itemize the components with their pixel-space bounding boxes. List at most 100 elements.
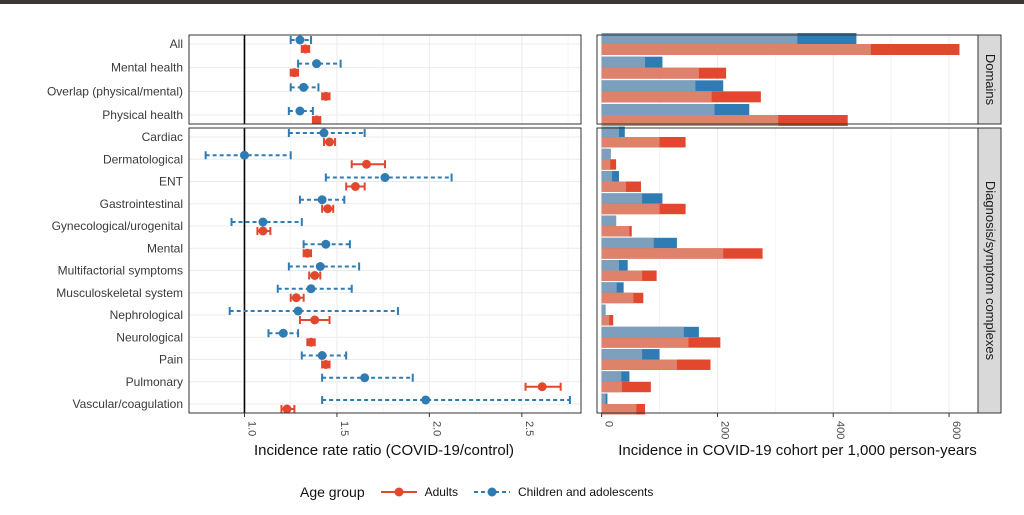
bar-adults-control — [601, 359, 677, 370]
bar-group-gastrointestinal — [601, 193, 686, 215]
point-estimate — [282, 404, 292, 414]
bar-tick-label: 200 — [718, 421, 730, 439]
bar-group-multifactorial-symptoms — [601, 260, 657, 281]
point-estimate — [323, 204, 333, 214]
adult-estimate-ent — [345, 182, 366, 191]
point-estimate — [295, 35, 305, 45]
child-estimate-overlap-physical-mental — [289, 82, 320, 92]
legend-adults-symbol — [380, 487, 417, 497]
facet-label-diagnosis-symptom-complexes: Diagnosis/symptom complexes — [983, 181, 998, 361]
legend-children-label: Children and adolescents — [517, 485, 654, 499]
bar-group-nephrological — [601, 304, 614, 326]
bar-adults-control — [601, 226, 630, 237]
point-estimate — [302, 248, 312, 258]
point-estimate — [421, 395, 431, 405]
point-estimate — [350, 182, 360, 191]
child-estimate-mental — [302, 239, 351, 249]
bar-children-control — [601, 148, 611, 160]
point-estimate — [321, 360, 331, 369]
bar-children-control — [601, 171, 613, 182]
adult-estimate-musculoskeletal-system — [289, 293, 305, 303]
category-label-gynecological-urogenital: Gynecological/urogenital — [52, 219, 183, 233]
category-label-ent: ENT — [159, 175, 184, 189]
category-label-dermatological: Dermatological — [103, 152, 183, 166]
bar-adults-control — [601, 181, 626, 192]
bar-adults-control — [601, 137, 660, 148]
facet-strip-0 — [977, 34, 1002, 125]
bar-group-dermatological — [601, 148, 617, 170]
forest-tick-label: 2.0 — [430, 421, 442, 436]
bar-tick-label: 400 — [834, 421, 846, 439]
legend-item-adults: Adults — [379, 485, 458, 499]
category-label-mental: Mental — [147, 241, 183, 255]
point-estimate — [291, 293, 301, 303]
point-estimate — [310, 315, 320, 325]
category-label-pain: Pain — [159, 353, 183, 367]
adult-estimate-all — [300, 44, 311, 54]
category-label-all: All — [170, 37, 183, 51]
point-estimate — [278, 328, 288, 338]
forest-panel-border-0 — [188, 34, 582, 125]
adult-estimate-pulmonary — [524, 382, 562, 392]
adult-estimate-physical-health — [311, 115, 322, 125]
point-estimate — [319, 128, 329, 138]
child-estimate-gynecological-urogenital — [230, 217, 303, 227]
adult-estimate-multifactorial-symptoms — [308, 271, 322, 280]
child-estimate-pain — [300, 351, 348, 360]
point-estimate — [306, 284, 316, 294]
point-estimate — [306, 337, 316, 347]
category-label-nephrological: Nephrological — [110, 308, 183, 322]
point-estimate — [362, 159, 372, 169]
point-estimate — [300, 44, 310, 54]
bar-adults-control — [601, 315, 610, 326]
category-label-musculoskeletal-system: Musculoskeletal system — [56, 286, 183, 300]
adult-estimate-pain — [321, 360, 331, 369]
point-estimate — [325, 137, 335, 147]
bar-group-gynecological-urogenital — [601, 215, 632, 237]
adult-estimate-mental — [302, 248, 313, 258]
bar-adults-control — [601, 67, 699, 79]
adult-estimate-neurological — [306, 337, 316, 347]
bar-children-control — [601, 104, 715, 115]
bar-adults-control — [601, 292, 634, 304]
category-label-cardiac: Cardiac — [142, 130, 183, 144]
bar-adults-control — [601, 337, 689, 348]
adult-estimate-nephrological — [298, 315, 331, 325]
bar-adults-control — [601, 270, 643, 281]
bar-group-neurological — [601, 326, 721, 348]
bar-group-musculoskeletal-system — [601, 282, 644, 304]
category-label-physical-health: Physical health — [102, 108, 183, 122]
point-estimate — [380, 173, 390, 182]
adult-estimate-overlap-physical-mental — [321, 91, 331, 101]
bar-children-control — [601, 304, 606, 315]
bar-adults-covid — [601, 381, 651, 393]
category-label-pulmonary: Pulmonary — [126, 375, 183, 389]
bar-children-control — [601, 371, 622, 382]
point-estimate — [299, 82, 309, 92]
point-estimate — [321, 91, 331, 101]
point-estimate — [258, 226, 268, 236]
bar-children-control — [601, 80, 696, 92]
bar-adults-control — [601, 248, 724, 259]
point-estimate — [312, 59, 322, 69]
point-estimate — [360, 373, 370, 383]
point-estimate — [239, 150, 249, 160]
bar-children-control — [601, 126, 620, 137]
bar-children-control — [601, 237, 654, 249]
bar-adults-control — [601, 91, 712, 103]
bar-group-vascular-coagulation — [601, 393, 646, 415]
bar-children-control — [601, 260, 620, 271]
bar-group-overlap-physical-mental — [601, 80, 761, 103]
adult-estimate-vascular-coagulation — [280, 404, 296, 414]
category-label-vascular-coagulation: Vascular/coagulation — [72, 397, 183, 411]
bar-children-control — [601, 349, 643, 360]
point-estimate — [258, 217, 268, 227]
adult-estimate-mental-health — [289, 68, 300, 78]
child-estimate-nephrological — [228, 306, 399, 316]
bar-tick-label: 0 — [603, 421, 615, 427]
child-estimate-multifactorial-symptoms — [287, 262, 361, 271]
legend-children-symbol — [473, 487, 510, 497]
adult-estimate-gastrointestinal — [321, 204, 335, 214]
category-label-neurological: Neurological — [116, 330, 183, 344]
bar-adults-control — [601, 44, 871, 55]
